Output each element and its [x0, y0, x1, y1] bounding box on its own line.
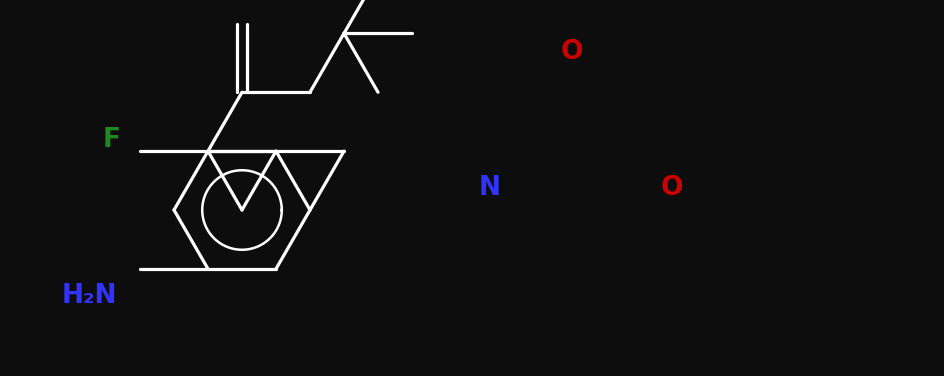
Text: F: F — [103, 127, 121, 153]
Text: H₂N: H₂N — [62, 283, 117, 309]
Text: O: O — [561, 39, 583, 65]
Text: N: N — [479, 175, 501, 201]
Text: O: O — [661, 175, 683, 201]
